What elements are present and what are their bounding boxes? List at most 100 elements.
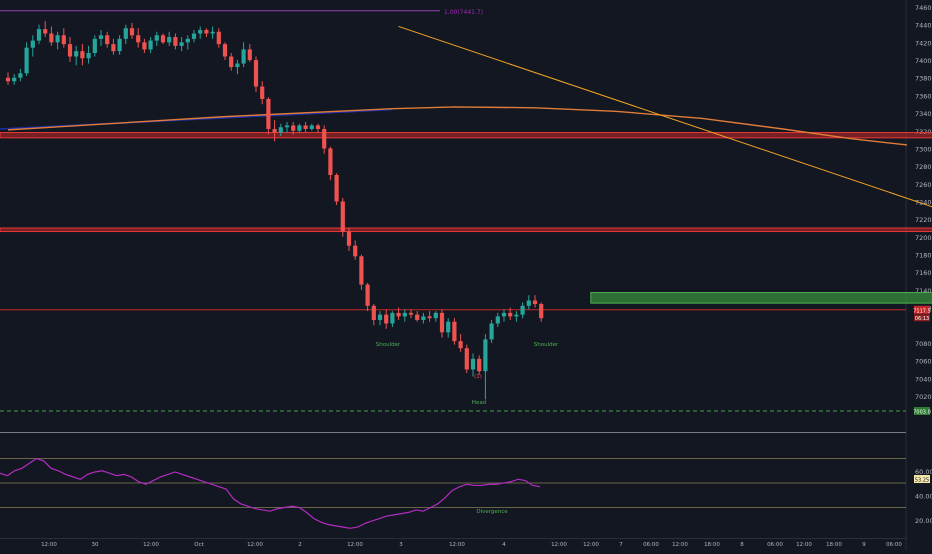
time-tick-label: 18:00 [704, 542, 720, 548]
candle [322, 128, 327, 149]
candle [142, 42, 147, 50]
time-tick-label: 12:00 [583, 542, 599, 548]
candle [408, 312, 414, 315]
candle [439, 312, 445, 333]
candle [520, 305, 525, 315]
price-tick-label: 7080.0 [915, 340, 932, 348]
candle [198, 29, 203, 34]
candle [204, 29, 209, 34]
time-tick-label: 2 [298, 542, 302, 548]
candle [539, 304, 544, 319]
candle [272, 128, 277, 133]
price-tick-label: 7460.0 [915, 4, 932, 12]
candle [191, 33, 197, 39]
target-price-badge [914, 407, 930, 415]
time-tick-label: 8 [740, 542, 744, 548]
candle [86, 52, 91, 59]
candle [148, 40, 153, 50]
resistance-zone[interactable] [0, 227, 932, 233]
time-tick-label: Oct [194, 542, 204, 548]
candle [532, 300, 538, 305]
time-tick-label: 06:00 [643, 542, 659, 548]
candle [359, 256, 364, 285]
candle [61, 35, 66, 45]
annotation-shoulder-left: Shoulder [376, 342, 401, 348]
candle [384, 314, 389, 324]
candle [210, 31, 215, 34]
price-tick-label: 7280.0 [915, 163, 932, 171]
candle [247, 49, 252, 61]
price-axis[interactable]: 7460.0 7440.0 7420.0 7400.0 7380.0 7360.0 7340… [915, 4, 932, 401]
candle [489, 323, 494, 340]
candle [446, 321, 451, 333]
candle [377, 314, 383, 320]
price-tick-label: 7360.0 [915, 92, 932, 100]
candle [334, 174, 339, 202]
candle [185, 38, 190, 43]
candle [297, 125, 302, 131]
candle [253, 60, 259, 87]
time-tick-label: 06:00 [767, 542, 783, 548]
time-tick-label: 12:00 [247, 542, 263, 548]
candle [92, 38, 97, 53]
candle [129, 28, 135, 36]
candle [216, 31, 221, 45]
resistance-zone[interactable] [0, 132, 932, 139]
candle [396, 312, 401, 317]
descending-trendline[interactable] [398, 25, 932, 309]
rsi-tick-label: 60.00 [915, 468, 932, 476]
time-tick-label: 7 [619, 542, 623, 548]
candle [136, 35, 141, 43]
candle [5, 77, 11, 82]
price-tick-label: 7380.0 [915, 75, 932, 83]
rsi-value-badge [914, 475, 930, 484]
candle [266, 98, 271, 129]
candle [111, 44, 116, 52]
time-tick-label: 12:00 [551, 542, 567, 548]
candle [291, 125, 296, 131]
candle [501, 312, 507, 317]
candle [67, 44, 73, 57]
price-tick-label: 7400.0 [915, 57, 932, 65]
candle [390, 312, 395, 324]
annotation-head: Head [472, 400, 486, 406]
candle [309, 125, 314, 129]
time-tick-label: 12:00 [41, 542, 57, 548]
candle [464, 348, 469, 370]
rsi-axis[interactable]: 60.00 40.00 20.00 [915, 468, 932, 525]
candle [117, 38, 122, 52]
fib-level-label: 1.00(7441.7) [444, 9, 483, 16]
price-tick-label: 7320.0 [915, 128, 932, 136]
candle [179, 42, 184, 46]
candle [55, 35, 60, 43]
candle [470, 358, 476, 370]
candle [458, 341, 463, 349]
candle [514, 314, 519, 317]
candle [483, 339, 488, 372]
price-tick-label: 7060.0 [915, 358, 932, 366]
time-tick-label: 12:00 [347, 542, 363, 548]
candle [415, 314, 420, 320]
price-tick-label: 7440.0 [915, 22, 932, 30]
neckline-zone[interactable] [590, 292, 932, 304]
rsi-tick-label: 40.00 [915, 492, 932, 500]
price-tick-label: 7220.0 [915, 216, 932, 224]
candle [30, 40, 35, 48]
candle [24, 47, 29, 74]
price-tick-label: 7240.0 [915, 198, 932, 206]
time-tick-label: 06:00 [886, 542, 902, 548]
candle [160, 35, 166, 43]
time-tick-label: 30 [92, 542, 99, 548]
candle [508, 312, 513, 317]
candle [427, 316, 432, 319]
candle [433, 312, 438, 319]
price-tick-label: 7040.0 [915, 375, 932, 383]
candle [49, 33, 54, 43]
last-price-label: 7117.5 [913, 308, 931, 314]
candle [241, 49, 246, 64]
time-axis[interactable]: 12:00 30 12:00 Oct 12:00 2 12:00 3 12:00 4 12:00 12… [41, 542, 902, 548]
candle [18, 73, 23, 78]
